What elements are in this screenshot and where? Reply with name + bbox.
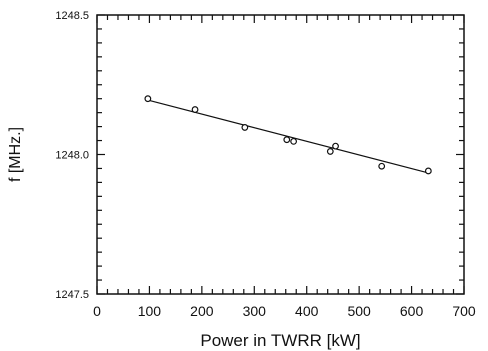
- data-point: [191, 106, 199, 113]
- x-tick-label: 600: [400, 303, 424, 319]
- y-tick-label: 1248.0: [55, 150, 89, 162]
- x-tick-label: 100: [138, 303, 162, 319]
- x-tick-label: 500: [347, 303, 371, 319]
- data-point: [326, 148, 334, 155]
- fit-line: [147, 99, 429, 174]
- data-point: [144, 95, 152, 103]
- tick-labels: 0 100 200 300 400 500 600 700 1247.5 1248.0 1248.5: [55, 10, 476, 319]
- plot-frame: [96, 14, 465, 295]
- y-axis-title: f [MHz.]: [7, 127, 24, 182]
- x-tick-label: 0: [93, 303, 101, 319]
- x-axis-title: Power in TWRR [kW]: [200, 331, 360, 350]
- ticks-layer: [96, 14, 465, 295]
- data-point: [332, 142, 339, 150]
- x-tick-label: 400: [295, 303, 319, 319]
- data-point: [241, 124, 249, 131]
- data-point: [378, 162, 386, 170]
- data-point: [424, 167, 432, 175]
- data-points: [144, 95, 432, 175]
- x-tick-label: 200: [190, 303, 214, 319]
- x-tick-label: 300: [243, 303, 267, 319]
- data-point: [283, 136, 291, 144]
- data-point: [290, 137, 298, 145]
- y-tick-label: 1248.5: [55, 10, 89, 22]
- y-tick-label: 1247.5: [55, 289, 89, 301]
- x-tick-label: 700: [452, 303, 476, 319]
